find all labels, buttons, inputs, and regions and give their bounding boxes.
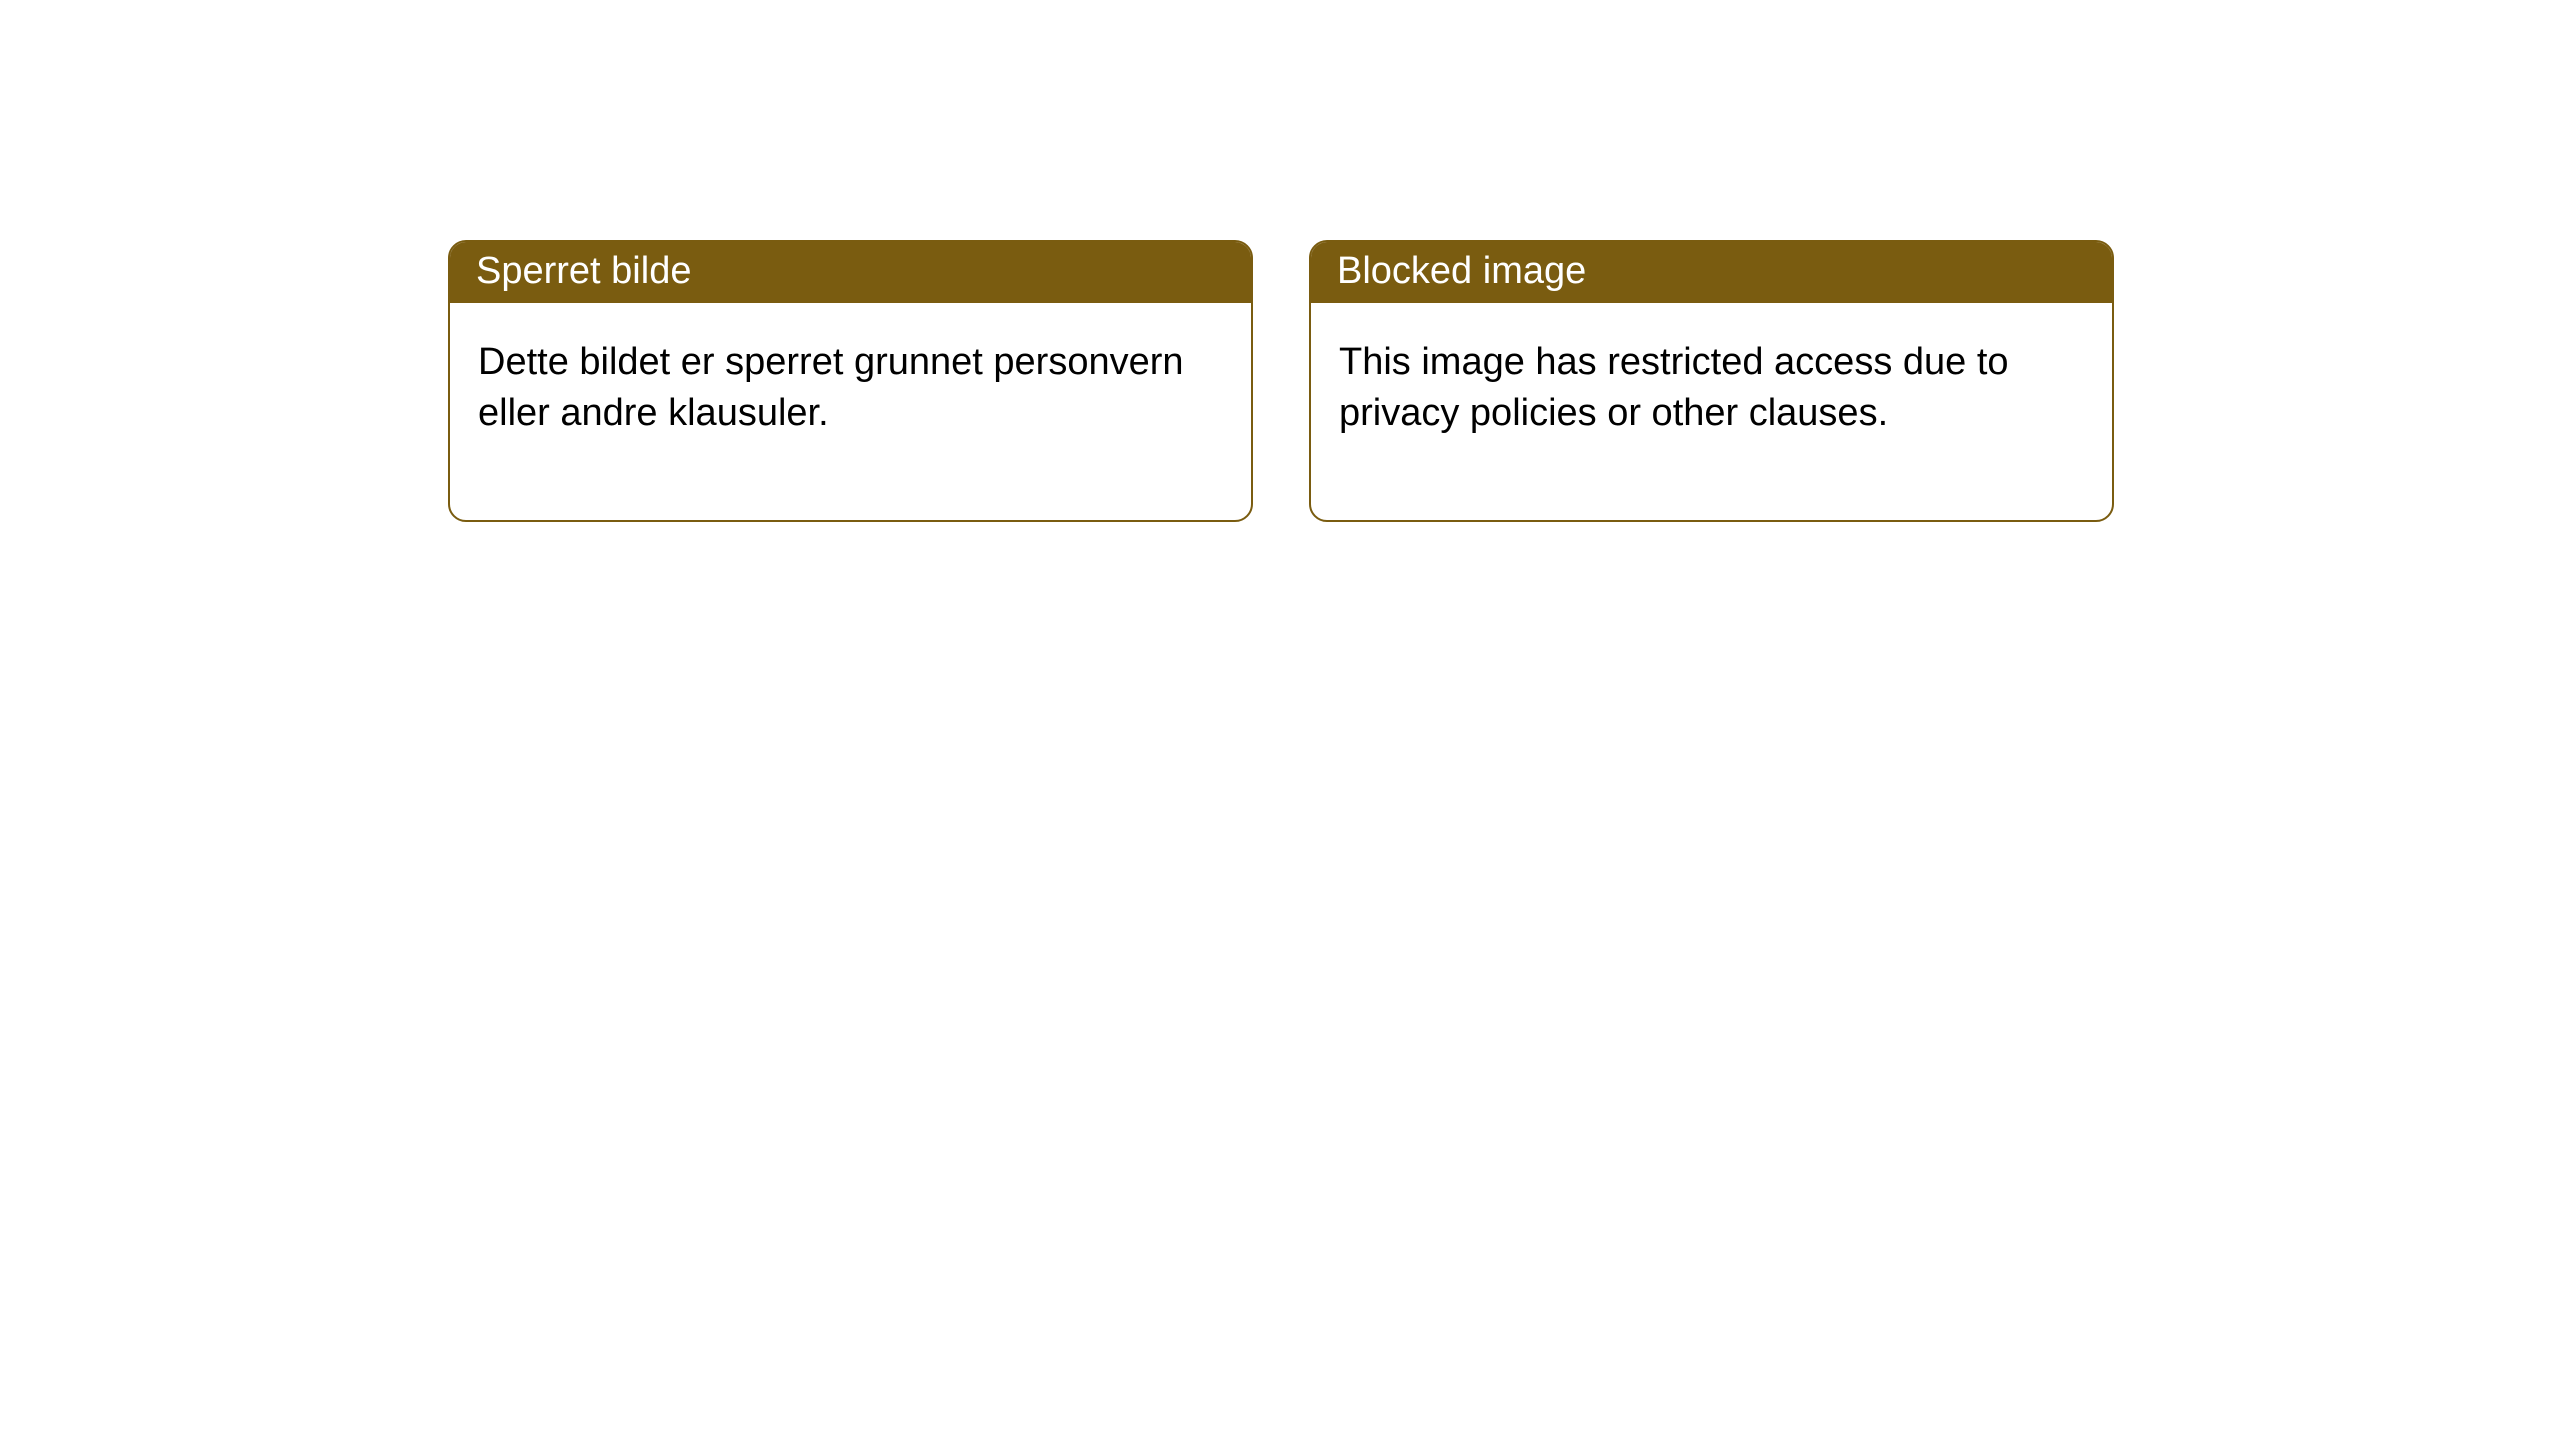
notice-card-english: Blocked image This image has restricted … bbox=[1309, 240, 2114, 522]
notice-container: Sperret bilde Dette bildet er sperret gr… bbox=[0, 0, 2560, 522]
notice-card-body: Dette bildet er sperret grunnet personve… bbox=[450, 303, 1251, 520]
notice-card-title: Blocked image bbox=[1311, 242, 2112, 303]
notice-card-norwegian: Sperret bilde Dette bildet er sperret gr… bbox=[448, 240, 1253, 522]
notice-card-title: Sperret bilde bbox=[450, 242, 1251, 303]
notice-card-body: This image has restricted access due to … bbox=[1311, 303, 2112, 520]
